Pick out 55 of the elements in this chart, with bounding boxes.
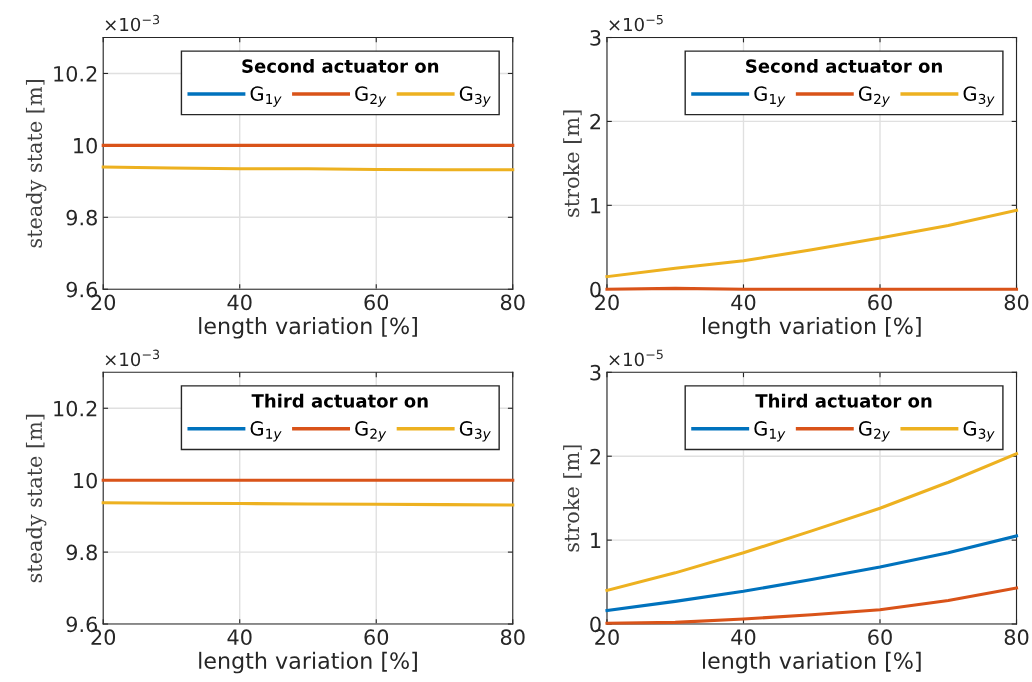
- x-axis-title: length variation [%]: [199, 317, 417, 339]
- legend-label: G$_{2y}$: [355, 421, 387, 442]
- y-tick-label: 10.2: [54, 400, 97, 417]
- x-tick-label: 60: [868, 629, 892, 646]
- x-tick-label: 80: [1004, 294, 1029, 311]
- legend-label: G$_{2y}$: [858, 421, 890, 442]
- y-tick-label: 2: [590, 113, 601, 130]
- text: ×10$^{−3}$: [105, 349, 160, 367]
- x-tick-label: 80: [1004, 629, 1029, 646]
- x-axis-title: length variation [%]: [702, 317, 921, 339]
- x-tick-label: 40: [731, 294, 756, 311]
- x-axis-title: length variation [%]: [702, 651, 921, 674]
- y-tick-label: 1: [591, 532, 601, 549]
- y-tick-label: 9.8: [66, 209, 97, 226]
- text: ×10$^{−3}$: [105, 14, 160, 32]
- legend-label: G$_{3y}$: [963, 86, 995, 107]
- x-tick-label: 60: [364, 294, 389, 311]
- legend-title: Third actuator on: [251, 393, 428, 408]
- line-series: [605, 534, 1019, 613]
- y-axis-title: stroke [m]: [563, 110, 582, 217]
- legend-label: G$_{1y}$: [754, 86, 786, 107]
- x-axis-title: length variation [%]: [199, 651, 417, 674]
- legend-label: G$_{2y}$: [355, 86, 387, 107]
- y-tick-label: 3: [590, 29, 601, 46]
- x-tick-label: 80: [500, 629, 525, 646]
- y-tick-label: 10.2: [54, 65, 97, 82]
- legend-label: G$_{3y}$: [459, 421, 491, 442]
- y-tick-label: 3: [590, 364, 601, 381]
- x-tick-label: 60: [364, 629, 389, 646]
- line-series: [605, 452, 1019, 592]
- legend-label: G$_{1y}$: [250, 421, 282, 442]
- legend-label: G$_{1y}$: [754, 421, 786, 442]
- legend-title: Third actuator on: [755, 393, 932, 408]
- legend-label: G$_{1y}$: [250, 86, 282, 107]
- x-tick-label: 40: [731, 629, 756, 646]
- y-tick-label: 9.8: [66, 544, 97, 561]
- text: ×10$^{−5}$: [609, 14, 663, 32]
- legend-title: Second actuator on: [242, 58, 439, 73]
- legend-label: G$_{2y}$: [858, 86, 890, 107]
- x-tick-label: 60: [868, 294, 892, 311]
- legend-label: G$_{3y}$: [459, 86, 491, 107]
- y-axis-title: steady state [m]: [25, 414, 47, 583]
- y-tick-label: 10: [74, 137, 97, 154]
- legend-label: G$_{3y}$: [963, 421, 995, 442]
- x-tick-label: 40: [227, 629, 252, 646]
- y-tick-label: 10: [74, 472, 97, 489]
- x-tick-label: 80: [500, 294, 525, 311]
- y-axis-title: steady state [m]: [25, 79, 47, 248]
- line-series: [605, 208, 1019, 279]
- y-tick-label: 2: [590, 448, 601, 465]
- legend-title: Second actuator on: [746, 58, 942, 73]
- text: ×10$^{−5}$: [609, 349, 663, 367]
- y-axis-title: stroke [m]: [563, 445, 582, 552]
- y-tick-label: 1: [591, 198, 601, 214]
- x-tick-label: 40: [227, 294, 252, 311]
